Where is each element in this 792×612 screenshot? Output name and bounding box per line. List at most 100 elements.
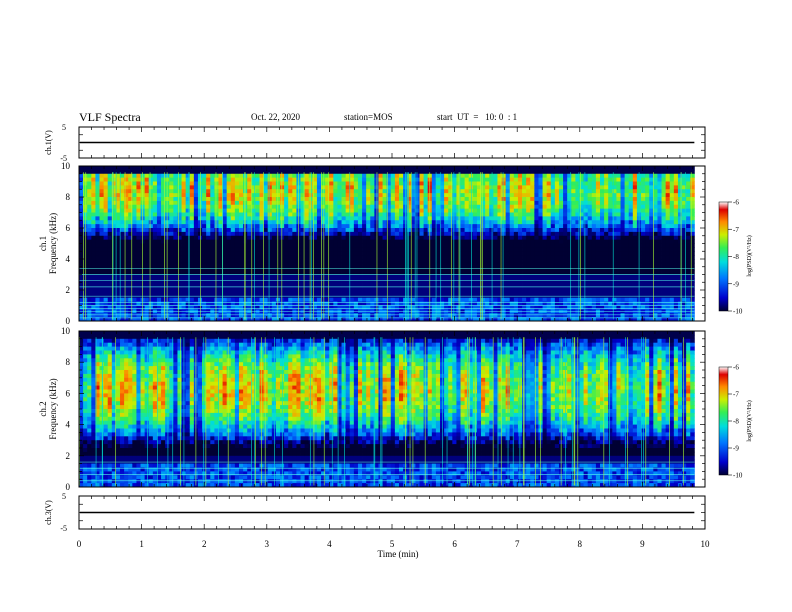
spectrogram-cell (497, 282, 502, 287)
spectrogram-cell (513, 262, 519, 268)
spectrogram-cell (115, 216, 121, 221)
spectrogram-cell (386, 262, 392, 268)
spectrogram-cell (476, 259, 482, 264)
spectrogram-cell (280, 224, 285, 229)
spectrogram-cell (353, 193, 359, 198)
spectrogram-cell (156, 282, 162, 287)
spectrogram-cell (509, 228, 515, 233)
spectrogram-cell (329, 305, 334, 310)
spectrogram-cell (280, 220, 285, 225)
spectrogram-cell (132, 251, 137, 256)
spectrogram-cell (481, 297, 486, 303)
spectrogram-cell (398, 243, 404, 248)
spectrogram-cell (575, 290, 580, 295)
spectrogram-cell (95, 208, 100, 213)
spectrogram-cell (505, 220, 511, 225)
spectrogram-cell (411, 297, 416, 303)
spectrogram-cell (485, 173, 490, 179)
spectrogram-cell (189, 220, 195, 225)
spectrogram-cell (513, 224, 519, 229)
spectrogram-cell (271, 189, 277, 194)
spectrogram-cell (325, 208, 330, 213)
spectrogram-cell (497, 200, 502, 206)
spectrogram-cell (435, 266, 441, 272)
spectrogram-cell (280, 266, 285, 272)
spectrogram-cell (325, 259, 330, 264)
spectrogram-cell (407, 282, 412, 287)
spectrogram-cell (152, 297, 158, 303)
spectrogram-cell (517, 305, 523, 310)
spectrogram-cell (288, 204, 293, 210)
spectrogram-cell (308, 313, 314, 318)
spectrogram-cell (522, 286, 527, 291)
spectrogram-cell (263, 262, 269, 268)
spectrogram-cell (251, 317, 256, 322)
spectrogram-cell (144, 270, 150, 275)
spectrogram-cell (222, 220, 228, 225)
spectrogram-cell (440, 173, 445, 179)
spectrogram-cell (349, 169, 355, 175)
spectrogram-cell (571, 228, 576, 233)
spectrogram-cell (382, 262, 388, 268)
spectrogram-cell (169, 255, 174, 260)
spectrogram-cell (542, 185, 548, 190)
spectrogram-cell (333, 231, 338, 237)
spectrogram-cell (316, 262, 322, 268)
spectrogram-cell (517, 313, 523, 318)
spectrogram-cell (144, 243, 150, 248)
spectrogram-cell (398, 197, 404, 202)
spectrogram-cell (415, 259, 420, 264)
spectrogram-cell (554, 177, 560, 182)
spectrogram-cell (120, 193, 125, 198)
spectrogram-cell (128, 193, 133, 198)
spectrogram-cell (394, 197, 400, 202)
spectrogram-cell (407, 220, 412, 225)
spectrogram-cell (378, 193, 383, 198)
spectrogram-cell (509, 262, 515, 268)
spectrogram-cell (522, 270, 527, 275)
spectrogram-cell (362, 189, 367, 194)
spectrogram-cell (341, 313, 347, 318)
spectrogram-cell (79, 189, 84, 194)
spectrogram-cell (263, 317, 269, 322)
spectrogram-cell (444, 166, 449, 171)
spectrogram-cell (210, 286, 215, 291)
spectrogram-cell (481, 290, 486, 295)
spectrogram-cell (513, 193, 519, 198)
spectrogram-cell (440, 216, 445, 221)
spectrogram-cell (341, 189, 347, 194)
spectrogram-cell (522, 212, 527, 217)
spectrogram-cell (567, 228, 572, 233)
spectrogram-cell (550, 247, 556, 252)
spectrogram-cell (124, 266, 129, 272)
spectrogram-cell (407, 290, 412, 295)
spectrogram-cell (526, 313, 531, 318)
spectrogram-cell (394, 317, 400, 322)
spectrogram-cell (542, 247, 548, 252)
spectrogram-cell (263, 200, 269, 206)
spectrogram-cell (493, 173, 498, 179)
spectrogram-cell (353, 243, 359, 248)
spectrogram-cell (234, 204, 240, 210)
spectrogram-cell (148, 282, 154, 287)
spectrogram-cell (513, 185, 519, 190)
spectrogram-cell (513, 305, 519, 310)
spectrogram-cell (124, 251, 129, 256)
spectrogram-cell (526, 297, 531, 303)
spectrogram-cell (517, 216, 523, 221)
spectrogram-cell (156, 266, 162, 272)
spectrogram-cell (419, 197, 424, 202)
spectrogram-cell (415, 189, 420, 194)
spectrogram-cell (476, 200, 482, 206)
spectrogram-cell (357, 270, 363, 275)
spectrogram-cell (567, 286, 572, 291)
spectrogram-cell (489, 220, 494, 225)
spectrogram-cell (300, 231, 306, 237)
spectrogram-cell (345, 286, 351, 291)
spectrogram-cell (300, 224, 306, 229)
spectrogram-cell (411, 189, 416, 194)
spectrogram-cell (538, 235, 543, 241)
spectrogram-cell (79, 204, 84, 210)
spectrogram-cell (464, 228, 470, 233)
spectrogram-cell (91, 224, 96, 229)
